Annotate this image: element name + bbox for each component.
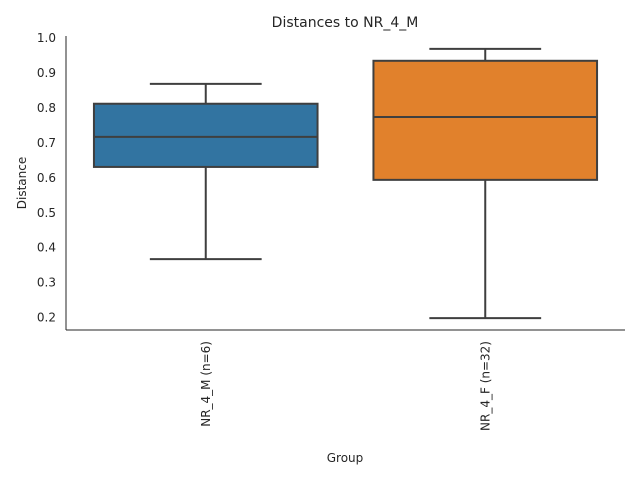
y-tick-label: 0.9 <box>37 66 56 80</box>
y-tick-label: 0.2 <box>37 311 56 325</box>
y-tick-label: 0.3 <box>37 276 56 290</box>
chart-title: Distances to NR_4_M <box>272 15 419 31</box>
y-tick-label: 0.5 <box>37 206 56 220</box>
y-tick-label: 1.0 <box>37 31 56 45</box>
box <box>92 102 319 168</box>
y-tick-label: 0.6 <box>37 171 56 185</box>
y-tick-label: 0.7 <box>37 136 56 150</box>
y-axis-label: Distance <box>15 157 29 209</box>
x-tick-label: NR_4_F (n=32) <box>478 341 492 431</box>
x-axis-label: Group <box>327 451 364 465</box>
x-tick-label: NR_4_M (n=6) <box>199 341 213 427</box>
box <box>372 59 599 181</box>
y-tick-label: 0.4 <box>37 241 56 255</box>
y-tick-label: 0.8 <box>37 101 56 115</box>
